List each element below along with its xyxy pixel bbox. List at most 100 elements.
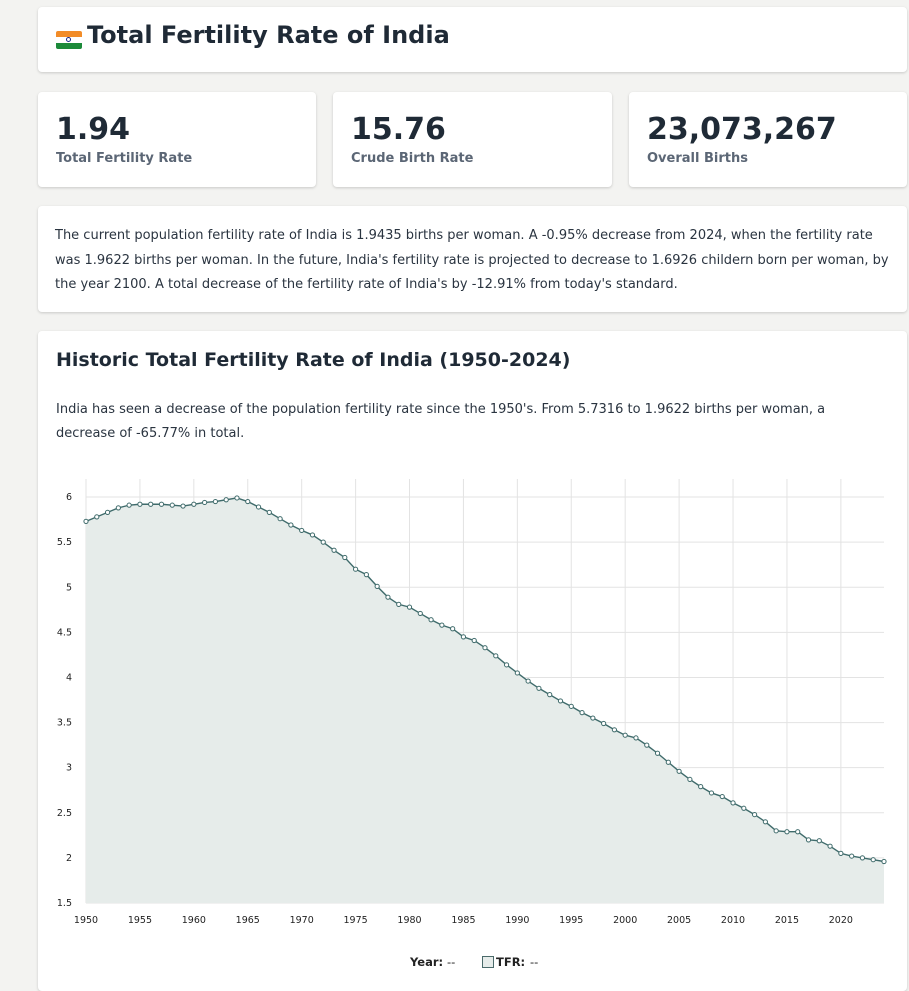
data-point <box>460 634 467 640</box>
series-area <box>86 497 884 903</box>
x-tick-label: 1970 <box>290 915 314 926</box>
data-point <box>374 583 380 589</box>
data-point <box>816 838 822 844</box>
data-point <box>137 501 143 507</box>
data-point <box>385 594 391 600</box>
data-point <box>450 626 456 632</box>
x-tick-label: 1960 <box>182 915 206 926</box>
data-point <box>698 784 704 790</box>
x-tick-label: 1975 <box>344 915 368 926</box>
data-point <box>557 698 564 704</box>
y-tick-label: 5 <box>66 582 72 593</box>
data-point <box>212 498 219 505</box>
summary-text: The current population fertility rate of… <box>55 228 889 292</box>
x-tick-label: 2005 <box>667 915 691 926</box>
x-tick-label: 1990 <box>505 915 529 926</box>
data-point <box>104 509 111 515</box>
stat-value: 23,073,267 <box>647 112 837 147</box>
data-point <box>741 805 747 811</box>
data-point <box>396 601 402 607</box>
data-point <box>547 692 553 698</box>
page-title: Total Fertility Rate of India <box>87 21 450 49</box>
x-tick-label: 1985 <box>451 915 475 926</box>
data-point <box>439 622 445 628</box>
x-tick-label: 2000 <box>613 915 637 926</box>
data-point <box>730 800 736 806</box>
x-tick-label: 1980 <box>397 915 421 926</box>
data-point <box>331 547 337 553</box>
data-point <box>827 843 833 849</box>
x-tick-label: 1995 <box>559 915 583 926</box>
data-point <box>805 837 812 843</box>
data-point <box>223 497 229 503</box>
stat-card-crude-birth-rate: 15.76 Crude Birth Rate <box>333 92 612 187</box>
legend-year-label: Year: <box>410 955 444 969</box>
data-point <box>751 811 758 818</box>
x-tick-label: 2015 <box>775 915 799 926</box>
data-point <box>838 850 844 856</box>
y-tick-label: 4.5 <box>57 627 72 638</box>
data-point <box>288 522 294 528</box>
data-point <box>579 710 585 716</box>
data-point <box>590 715 596 721</box>
x-tick-label: 1950 <box>74 915 98 926</box>
data-point <box>493 653 499 659</box>
legend-tfr-label: TFR: <box>496 955 526 969</box>
chart-description: India has seen a decrease of the populat… <box>56 402 826 441</box>
data-point <box>180 503 186 509</box>
data-point <box>773 828 779 834</box>
data-point <box>428 617 434 623</box>
data-point <box>633 735 639 741</box>
data-point <box>255 504 262 510</box>
data-point <box>94 514 100 520</box>
data-point <box>870 857 876 863</box>
data-point <box>687 776 693 783</box>
chart-title: Historic Total Fertility Rate of India (… <box>56 349 571 371</box>
data-point <box>126 502 132 508</box>
data-point <box>601 720 607 727</box>
data-point <box>299 527 305 534</box>
data-point <box>719 793 725 800</box>
data-point <box>234 495 240 501</box>
data-point <box>309 532 316 538</box>
data-point <box>158 501 165 507</box>
data-point <box>525 678 531 684</box>
x-tick-label: 2020 <box>829 915 853 926</box>
india-flag-icon <box>56 31 82 49</box>
data-point <box>202 499 208 506</box>
data-point <box>762 819 768 825</box>
data-point <box>320 539 326 545</box>
data-point <box>644 742 650 748</box>
data-point <box>611 727 618 733</box>
data-point <box>503 662 510 668</box>
data-point <box>266 509 272 515</box>
data-point <box>191 501 197 507</box>
data-point <box>417 610 423 617</box>
legend-year-value: -- <box>447 955 456 969</box>
data-point <box>849 853 855 859</box>
data-point <box>881 858 887 865</box>
stat-label: Crude Birth Rate <box>351 151 474 166</box>
data-point <box>406 604 413 610</box>
data-point <box>568 703 574 709</box>
y-tick-label: 3.5 <box>57 718 72 729</box>
stat-value: 15.76 <box>351 112 446 147</box>
data-point <box>482 645 488 651</box>
legend-tfr-swatch[interactable] <box>482 956 494 968</box>
y-tick-label: 2.5 <box>57 808 72 819</box>
y-tick-label: 1.5 <box>57 898 72 909</box>
data-point <box>342 554 348 561</box>
stat-label: Overall Births <box>647 151 748 166</box>
stat-card-fertility-rate: 1.94 Total Fertility Rate <box>38 92 316 187</box>
fertility-rate-chart[interactable]: 1.5 2 2.5 3 3.5 4 4.5 5 5.5 6 1950 1955 1960 1965 1970… <box>38 471 898 936</box>
y-tick-label: 5.5 <box>57 537 72 548</box>
data-point <box>352 566 359 572</box>
data-point <box>795 829 801 835</box>
data-point <box>622 732 628 738</box>
data-point <box>676 768 682 774</box>
data-point <box>665 759 671 765</box>
summary-card: The current population fertility rate of… <box>38 206 907 312</box>
data-point <box>115 505 121 511</box>
stat-value: 1.94 <box>56 112 131 147</box>
y-tick-label: 4 <box>66 672 72 683</box>
